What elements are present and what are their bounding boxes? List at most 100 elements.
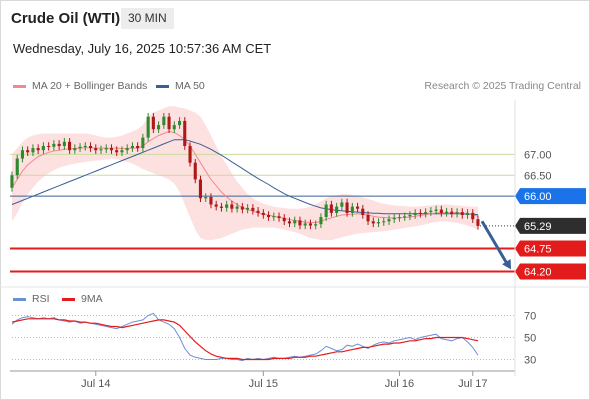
candle-body	[120, 150, 124, 153]
candle-body	[350, 206, 354, 213]
legend-item-rsi: RSI	[13, 293, 50, 305]
bollinger-band-fill	[12, 106, 478, 241]
legend-swatch-ma50	[156, 84, 169, 88]
candle-body	[476, 219, 480, 226]
candle-body	[235, 206, 239, 209]
candle-body	[356, 206, 360, 209]
legend-item-9ma: 9MA	[62, 293, 103, 305]
candle-body	[345, 202, 349, 213]
candle-body	[225, 204, 229, 208]
candle-body	[261, 212, 265, 215]
x-tick-label: Jul 14	[81, 378, 110, 390]
candle-body	[471, 212, 475, 220]
level-label-64.75: 64.75	[524, 243, 552, 255]
candle-body	[52, 143, 56, 147]
candle-body	[26, 150, 30, 153]
candle-body	[293, 220, 297, 224]
candle-body	[151, 116, 155, 130]
candle-body	[429, 210, 433, 213]
candle-body	[371, 221, 375, 224]
last-price-tag-bg	[515, 217, 586, 234]
legend-swatch-ma20	[13, 84, 26, 88]
candle-body	[73, 148, 77, 151]
candle-body	[277, 216, 281, 218]
candle-body	[172, 125, 176, 130]
candle-body	[162, 116, 166, 126]
rsi-line	[11, 312, 479, 362]
candle-body	[450, 211, 454, 214]
level-label-64.20-bg	[515, 263, 586, 280]
candle-body	[455, 212, 459, 214]
rsi-9ma-line	[11, 318, 479, 361]
candle-body	[251, 207, 255, 211]
last-price-tag: 65.29	[524, 221, 552, 233]
forecast-arrow-head	[502, 259, 511, 270]
candle-body	[198, 179, 202, 199]
legend-swatch-rsi	[13, 297, 26, 301]
candle-body	[439, 209, 443, 213]
candle-body	[125, 148, 129, 151]
candle-body	[15, 158, 19, 176]
forecast-arrow-shaft	[480, 220, 510, 267]
candle-body	[109, 148, 113, 151]
legend-label-9ma: 9MA	[81, 293, 103, 305]
candle-body	[397, 217, 401, 219]
rsi-tick-50: 50	[524, 333, 536, 345]
candle-body	[219, 206, 223, 208]
candle-body	[282, 217, 286, 222]
candle-body	[319, 217, 323, 225]
candle-body	[41, 146, 45, 151]
candle-body	[246, 207, 250, 210]
rsi-tick-30: 30	[524, 355, 536, 367]
candle-body	[230, 204, 234, 209]
candle-body	[256, 210, 260, 213]
candle-body	[204, 197, 208, 199]
candle-body	[10, 175, 14, 188]
candle-body	[324, 204, 328, 217]
level-label-64.75-bg	[515, 240, 586, 257]
candle-body	[413, 212, 417, 215]
candle-body	[68, 141, 72, 151]
candle-body	[424, 212, 428, 214]
candle-body	[115, 150, 119, 153]
candle-body	[298, 220, 302, 226]
legend-item-ma50: MA 50	[156, 80, 205, 92]
timestamp: Wednesday, July 16, 2025 10:57:36 AM CET	[13, 41, 272, 56]
level-label-64.20: 64.20	[524, 266, 552, 278]
candle-body	[57, 143, 61, 146]
candle-body	[104, 148, 108, 150]
candle-body	[376, 222, 380, 224]
candle-body	[335, 206, 339, 213]
candle-body	[214, 204, 218, 207]
timeframe-badge[interactable]: 30 MIN	[121, 8, 174, 29]
candle-body	[272, 216, 276, 218]
candle-body	[47, 146, 51, 147]
candle-body	[136, 146, 140, 149]
x-tick-label: Jul 16	[385, 378, 414, 390]
legend-item-ma20: MA 20 + Bollinger Bands	[13, 80, 147, 92]
candle-body	[361, 208, 365, 215]
candle-body	[178, 120, 182, 126]
candle-body	[408, 215, 412, 217]
candle-body	[240, 206, 244, 210]
legend-label-ma50: MA 50	[175, 80, 205, 92]
ma50-line	[11, 139, 479, 216]
candle-body	[83, 146, 87, 147]
candle-body	[445, 211, 449, 213]
candle-body	[167, 116, 171, 130]
candle-body	[36, 148, 40, 151]
candle-body	[267, 215, 271, 218]
candle-body	[287, 221, 291, 224]
candle-body	[188, 146, 192, 163]
rsi-tick-70: 70	[524, 311, 536, 323]
level-label-66.00-bg	[515, 188, 586, 205]
level-label-66.00: 66.00	[524, 191, 552, 203]
candle-body	[157, 125, 161, 130]
candle-body	[314, 224, 318, 226]
legend-label-ma20: MA 20 + Bollinger Bands	[32, 80, 148, 92]
candle-body	[31, 148, 35, 153]
candle-body	[303, 223, 307, 226]
level-label-66.50: 66.50	[524, 170, 552, 182]
candle-body	[308, 223, 312, 226]
